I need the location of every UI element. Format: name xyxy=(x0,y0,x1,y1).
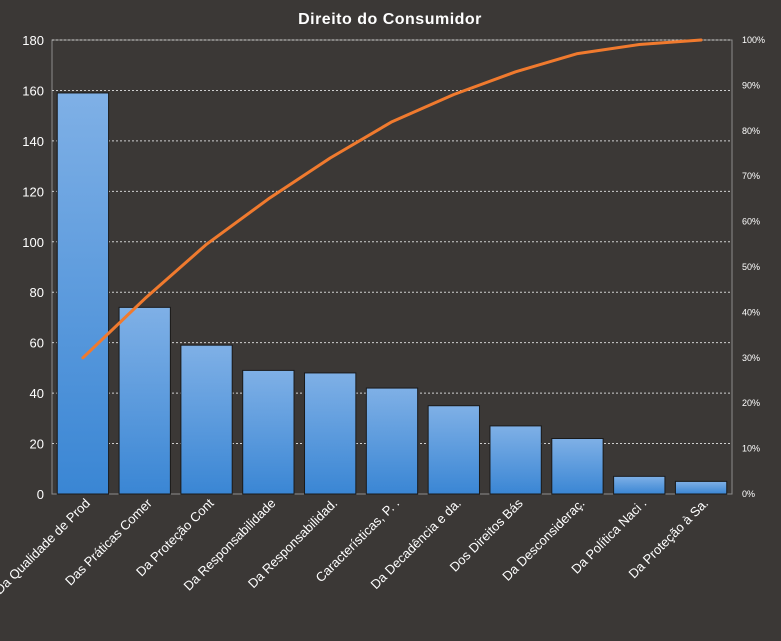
y-tick-label: 120 xyxy=(22,184,44,199)
y-tick-label: 140 xyxy=(22,134,44,149)
bar-6 xyxy=(365,387,419,495)
y2-tick-label: 90% xyxy=(742,80,760,90)
bar-9 xyxy=(551,438,604,495)
bar-11 xyxy=(674,480,728,495)
y-tick-label: 40 xyxy=(30,386,44,401)
y2-tick-label: 50% xyxy=(742,262,760,272)
y-tick-label: 160 xyxy=(22,83,44,98)
y-tick-label: 180 xyxy=(22,33,44,48)
y-tick-label: 20 xyxy=(30,437,44,452)
bar-10 xyxy=(613,475,666,495)
y2-tick-label: 30% xyxy=(742,353,760,363)
y-axis-right: 0% 10% 20% 30% 40% 50% 60% 70% 80% 90% 100% xyxy=(742,35,765,499)
y-tick-label: 60 xyxy=(30,336,44,351)
y2-tick-label: 20% xyxy=(742,398,760,408)
y-tick-label: 80 xyxy=(30,285,44,300)
cumulative-line-group xyxy=(81,38,703,360)
y2-tick-label: 40% xyxy=(742,307,760,317)
bar-5 xyxy=(304,372,357,495)
bar-4 xyxy=(242,369,295,495)
y-axis-left: 0 20 40 60 80 100 120 140 160 180 xyxy=(22,33,44,502)
bars xyxy=(56,92,728,495)
y2-tick-label: 0% xyxy=(742,489,755,499)
chart-title: Direito do Consumidor xyxy=(298,11,482,28)
y2-tick-label: 100% xyxy=(742,35,765,45)
y-tick-label: 0 xyxy=(37,487,44,502)
y2-tick-label: 80% xyxy=(742,126,760,136)
y2-tick-label: 10% xyxy=(742,444,760,454)
bar-2 xyxy=(118,306,171,495)
y2-tick-label: 70% xyxy=(742,171,760,181)
bar-8 xyxy=(489,425,542,495)
y-tick-label: 100 xyxy=(22,235,44,250)
cumulative-line xyxy=(81,38,703,360)
y2-tick-label: 60% xyxy=(742,217,760,227)
bar-1 xyxy=(56,92,110,495)
bar-7 xyxy=(427,405,480,495)
bar-3 xyxy=(180,344,233,495)
